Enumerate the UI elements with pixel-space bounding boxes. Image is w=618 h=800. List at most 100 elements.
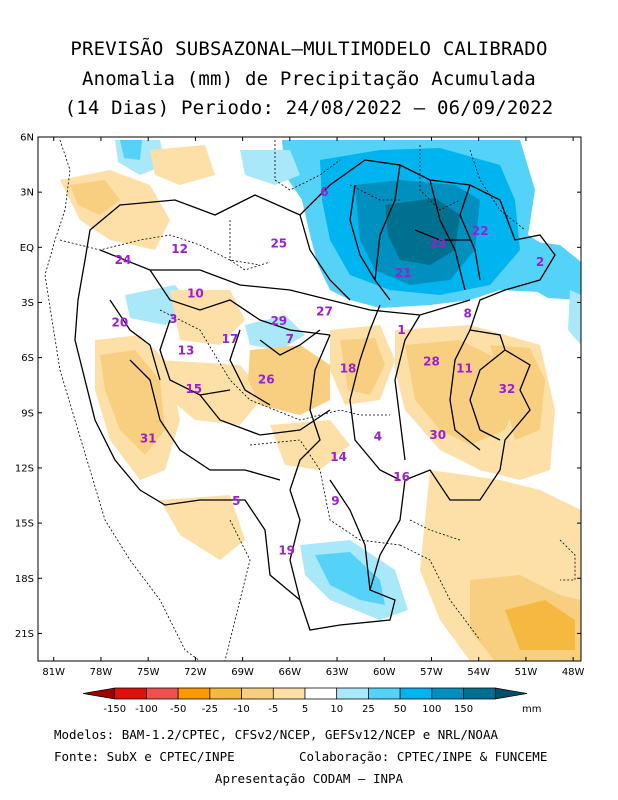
colorbar-label: -5 — [268, 704, 278, 715]
basin-label: 7 — [286, 332, 294, 346]
colorbar-unit: mm — [522, 704, 541, 715]
basin-label: 26 — [258, 373, 275, 387]
colorbar-label: -10 — [233, 704, 249, 715]
field-wet-c — [245, 315, 305, 350]
colorbar-label: 5 — [302, 704, 308, 715]
basin-label: 10 — [187, 286, 204, 300]
colorbar-swatch — [82, 687, 116, 700]
field-wet-se — [568, 290, 581, 345]
field-dry-n — [150, 145, 215, 185]
lon-label: 75W — [137, 667, 160, 678]
colorbar-swatch — [241, 687, 274, 700]
colorbar-label: 25 — [362, 704, 375, 715]
basin-label: 2 — [536, 255, 544, 269]
lon-label: 69W — [231, 667, 254, 678]
colorbar-label: 10 — [330, 704, 343, 715]
basin-label: 14 — [330, 450, 347, 464]
latitude-labels: 6N 3N EQ 3S 6S 9S 12S 15S 18S 21S — [15, 133, 34, 640]
colorbar-swatch — [177, 687, 211, 700]
lon-label: 57W — [420, 667, 443, 678]
basin-label: 16 — [393, 470, 410, 484]
colorbar-swatch — [463, 687, 496, 700]
basin-label: 21 — [395, 266, 412, 280]
political-borders — [44, 139, 576, 661]
field-wet-nw2 — [120, 140, 142, 160]
basin-label: 19 — [278, 544, 295, 558]
colorbar-swatch — [494, 687, 528, 700]
basin-label: 15 — [185, 382, 202, 396]
colorbar-label: -150 — [103, 704, 126, 715]
basin-label: 4 — [374, 430, 382, 444]
field-dry-c2 — [248, 345, 330, 415]
colorbar-label: 150 — [454, 704, 473, 715]
colorbar-label: -25 — [202, 704, 218, 715]
field-dry-nw2 — [70, 180, 120, 215]
field-dry-sc — [270, 420, 350, 470]
footer-source-row: Fonte: SubX e CPTEC/INPE Colaboração: CP… — [54, 749, 618, 764]
lat-label: 12S — [15, 463, 34, 474]
basin-label: 5 — [232, 494, 240, 508]
lat-label: 21S — [15, 629, 34, 640]
colorbar-labels: -150 -100 -50 -25 -10 -5 5 10 25 50 100 150 — [103, 704, 473, 715]
basin-label: 30 — [429, 428, 446, 442]
lat-label: 6N — [20, 133, 34, 144]
colorbar-swatch — [336, 687, 369, 700]
axis-ticks — [38, 136, 581, 661]
basin-label: 20 — [111, 316, 128, 330]
basin-label: 13 — [178, 343, 195, 357]
lon-label: 81W — [42, 667, 65, 678]
field-dry-wc — [170, 290, 245, 345]
basin-label: 6 — [320, 185, 328, 199]
colorbar — [82, 687, 528, 700]
lon-label: 78W — [90, 667, 113, 678]
footer-collaboration: Colaboração: CPTEC/INPE & FUNCEME — [299, 749, 548, 764]
lat-label: 9S — [21, 408, 34, 419]
lon-label: 48W — [562, 667, 585, 678]
basin-outlines — [74, 159, 556, 631]
basin-label: 27 — [316, 305, 333, 319]
colorbar-swatch — [272, 687, 306, 700]
lon-label: 72W — [184, 667, 207, 678]
basin-label: 29 — [270, 314, 287, 328]
lat-label: 6S — [21, 353, 34, 364]
lon-label: 66W — [279, 667, 302, 678]
basin-label: 12 — [171, 242, 188, 256]
colorbar-swatch — [114, 687, 147, 700]
field-dry-se3 — [505, 600, 575, 650]
field-dry-e2 — [405, 340, 520, 445]
field-wet-darkest — [385, 198, 460, 265]
basin-label: 3 — [169, 312, 177, 326]
field-dry-sw — [160, 495, 245, 560]
colorbar-swatch — [209, 687, 242, 700]
basin-label: 9 — [331, 494, 339, 508]
field-wet-nc — [240, 150, 300, 185]
field-wet-s2 — [315, 552, 385, 605]
field-dry-cm2 — [340, 338, 385, 395]
basin-label: 22 — [472, 224, 489, 238]
basin-label: 28 — [423, 354, 440, 368]
colorbar-label: 100 — [422, 704, 441, 715]
footer-models: Modelos: BAM-1.2/CPTEC, CFSv2/NCEP, GEFS… — [54, 727, 499, 742]
title-line-1: PREVISÃO SUBSAZONAL–MULTIMODELO CALIBRAD… — [70, 38, 548, 60]
field-dry-w2 — [100, 350, 165, 455]
basin-label: 32 — [499, 382, 516, 396]
lon-label: 54W — [467, 667, 490, 678]
basin-label: 25 — [270, 237, 287, 251]
lon-label: 51W — [515, 667, 538, 678]
basin-label: 23 — [429, 237, 446, 251]
title-line-2: Anomalia (mm) de Precipitação Acumulada — [82, 68, 536, 90]
field-dry-e3 — [490, 345, 545, 440]
colorbar-label: -100 — [135, 704, 158, 715]
basin-label: 8 — [463, 307, 471, 321]
lat-label: 3N — [20, 188, 34, 199]
footer-presentation: Apresentação CODAM – INPA — [214, 771, 404, 786]
basin-label: 11 — [456, 362, 473, 376]
lon-label: 60W — [373, 667, 396, 678]
basin-label: 18 — [340, 362, 357, 376]
field-wet-east — [520, 240, 581, 300]
colorbar-swatch — [146, 687, 179, 700]
colorbar-swatch — [399, 687, 433, 700]
colorbar-label: 50 — [394, 704, 407, 715]
